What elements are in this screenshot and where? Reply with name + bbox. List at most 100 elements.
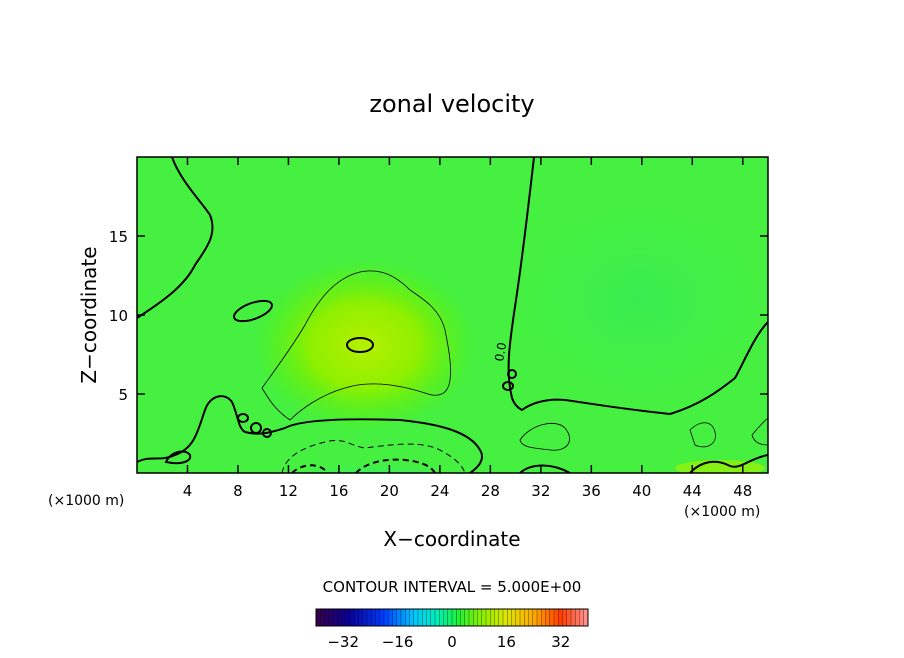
negative-contours: [281, 440, 466, 473]
right-region-shading: [500, 190, 768, 410]
colorbar-cell: [396, 608, 402, 627]
colorbar-cell: [315, 608, 321, 627]
x-tick-label: 44: [683, 482, 702, 500]
colorbar-cell: [553, 608, 559, 627]
plot-area: 0.0: [137, 157, 768, 473]
colorbar-cell: [545, 608, 551, 627]
colorbar-cell: [443, 608, 449, 627]
zero-contours: [137, 157, 768, 473]
colorbar-cell: [562, 608, 568, 627]
chart-title: zonal velocity: [369, 90, 534, 118]
zero-contour-bottom-left: [164, 450, 192, 465]
colorbar-cell: [549, 608, 555, 627]
colorbar-cell: [354, 608, 359, 627]
colorbar-cell: [511, 608, 517, 627]
contour-minus10-left: [291, 464, 326, 473]
colorbar-tick-label: 16: [497, 633, 516, 651]
colorbar-cell: [332, 608, 338, 627]
colorbar-cell: [392, 608, 398, 627]
colorbar-cell: [337, 608, 342, 627]
colorbar-cell: [451, 608, 457, 627]
colorbar-cell: [541, 608, 546, 627]
colorbar-cell: [507, 608, 512, 627]
contour-label: 0.0: [492, 341, 509, 362]
x-tick-label: 12: [279, 482, 298, 500]
zero-contour-blob-5: [507, 369, 517, 379]
y-axis-title: Z−coordinate: [77, 246, 101, 383]
x-tick-label: 28: [481, 482, 500, 500]
contour-plus5-right-edge: [751, 417, 768, 446]
y-tick-label: 10: [109, 307, 128, 325]
colorbar-cell: [524, 608, 529, 627]
colorbar-cell: [575, 608, 580, 627]
colorbar-cell: [379, 608, 385, 627]
colorbar-cell: [515, 608, 521, 627]
y-tick-label: 15: [109, 228, 128, 246]
colorbar-cell: [468, 608, 474, 627]
colorbar: −32 −16 0 16 32: [315, 608, 589, 651]
contour-interval-label: CONTOUR INTERVAL = 5.000E+00: [323, 578, 582, 596]
velocity-maximum-shading: [255, 260, 475, 430]
contour-minus10: [355, 458, 436, 473]
x-tick-label: 32: [531, 482, 550, 500]
colorbar-cell: [341, 608, 347, 627]
contour-plus5: [261, 270, 451, 421]
colorbar-cell: [345, 608, 351, 627]
velocity-minimum-shading: [266, 435, 484, 473]
zero-contour-blob-3: [262, 428, 272, 438]
colorbar-cell: [464, 608, 470, 627]
x-tick-label: 24: [430, 482, 449, 500]
colorbar-cell: [566, 608, 572, 627]
colorbar-cell: [417, 608, 423, 627]
x-unit-label-right: (×1000 m): [684, 504, 760, 520]
zero-contour-middle: [507, 157, 768, 416]
colorbar-cell: [400, 608, 406, 627]
colorbar-cell: [375, 608, 381, 627]
colorbar-cell: [328, 608, 334, 627]
x-unit-label-left: (×1000 m): [48, 493, 124, 509]
colorbar-cell: [349, 608, 355, 627]
zero-contour-blob-4: [502, 381, 514, 391]
colorbar-cell: [434, 608, 440, 627]
colorbar-cell: [388, 608, 393, 627]
colorbar-cell: [358, 608, 364, 627]
zero-contour-blob-2: [250, 422, 262, 434]
zero-contour-max-closed: [346, 337, 374, 353]
x-tick-label: 36: [582, 482, 601, 500]
colorbar-cell: [362, 608, 368, 627]
contour-minus5: [281, 440, 466, 473]
colorbar-cell: [439, 608, 444, 627]
x-tick-label: 40: [632, 482, 651, 500]
x-tick-label: 48: [733, 482, 752, 500]
colorbar-cell: [498, 608, 504, 627]
zero-contour-upper-left: [137, 157, 214, 319]
colorbar-cell: [481, 608, 487, 627]
contour-plus5-lower-right: [519, 423, 570, 451]
contour-plus5-far-right: [689, 422, 716, 448]
colorbar-tick-label: −32: [327, 633, 359, 651]
colorbar-cell: [324, 608, 330, 627]
colorbar-cell: [456, 608, 461, 627]
colorbar-tick-label: 0: [447, 633, 457, 651]
colorbar-cell: [366, 608, 372, 627]
zero-contour-blob-1: [237, 413, 249, 423]
y-tick-label: 5: [118, 386, 128, 404]
colorbar-cell: [320, 608, 325, 627]
zero-contour-lower: [137, 395, 483, 473]
x-tick-label: 8: [233, 482, 243, 500]
colorbar-cell: [570, 608, 576, 627]
x-tick-label: 20: [380, 482, 399, 500]
colorbar-cell: [430, 608, 436, 627]
colorbar-cell: [447, 608, 453, 627]
x-axis: 4 8 12 16 20 24 28 32 36 40 44 48: [183, 157, 752, 500]
colorbar-cell: [519, 608, 525, 627]
x-axis-title: X−coordinate: [383, 527, 520, 551]
colorbar-cell: [460, 608, 466, 627]
colorbar-cell: [422, 608, 427, 627]
zero-contour-closed-small: [233, 299, 273, 323]
colorbar-cell: [502, 608, 508, 627]
colorbar-cell: [405, 608, 410, 627]
colorbar-cell: [490, 608, 495, 627]
colorbar-cell: [558, 608, 563, 627]
